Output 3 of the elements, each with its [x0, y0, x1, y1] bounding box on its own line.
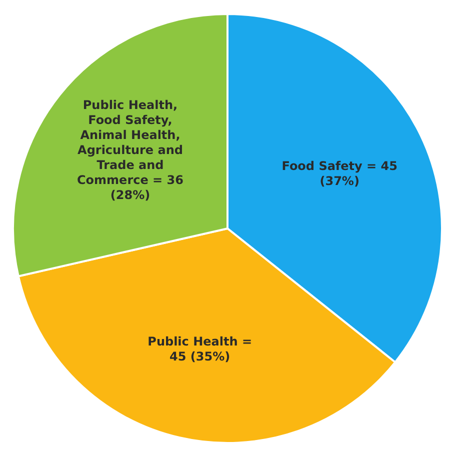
slice-label: Public Health = 45 (35%) [148, 334, 252, 364]
slice-label: Food Safety = 45 (37%) [282, 159, 398, 188]
slice-label: Public Health, Food Safety, Animal Health, Agriculture and Trade and Commerce = 36 (28%) [76, 98, 184, 202]
